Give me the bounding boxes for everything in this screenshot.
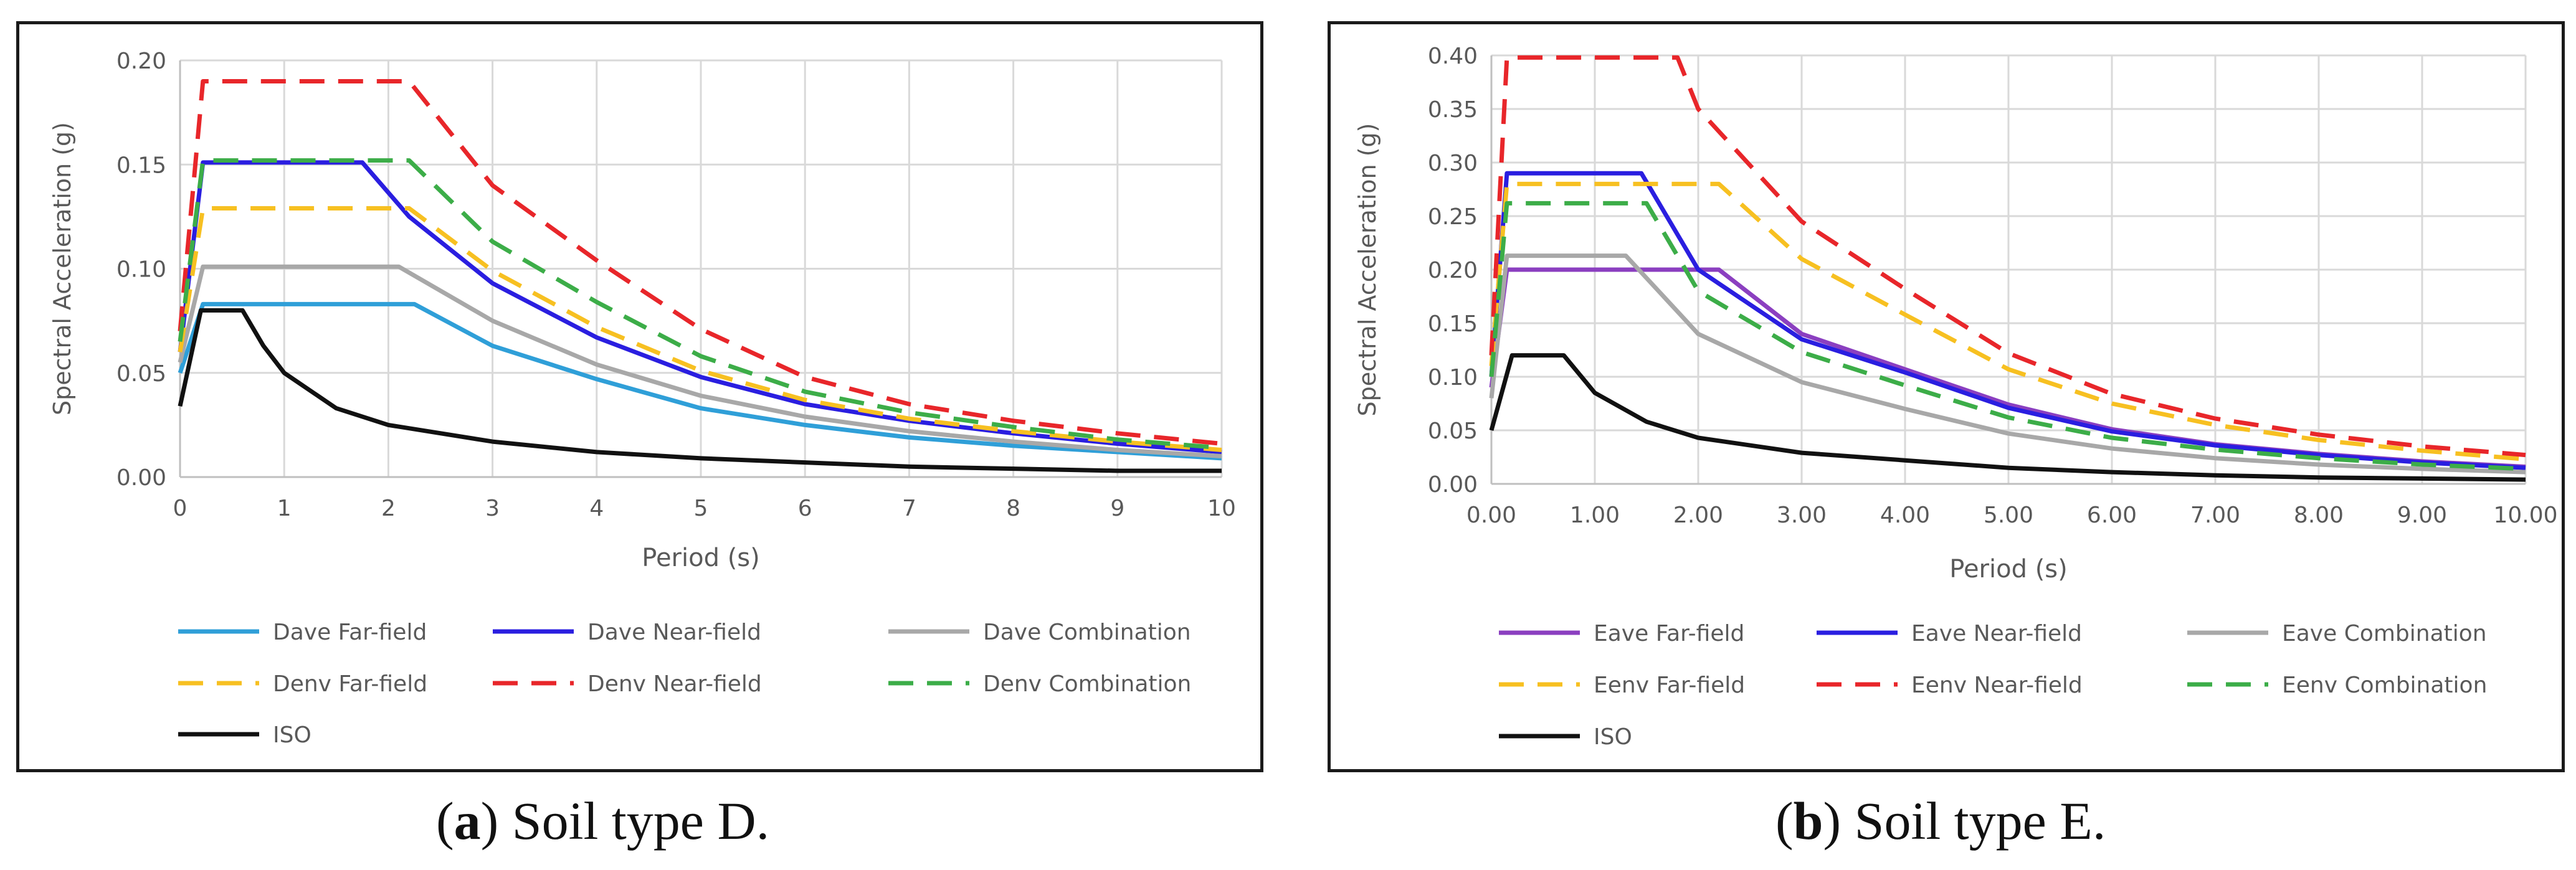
chart-a-x-tick-label: 0 xyxy=(173,496,188,521)
chart-b-x-tick-label: 10.00 xyxy=(2493,503,2557,528)
chart-a-legend-label-denv-combination: Denv Combination xyxy=(983,671,1191,697)
chart-a-x-tick-label: 3 xyxy=(485,496,500,521)
chart-a-y-tick-label: 0.10 xyxy=(116,257,166,283)
chart-b-y-tick-label: 0.30 xyxy=(1428,151,1478,176)
chart-a-legend: Dave Far-field Dave Near-field Dave Combin… xyxy=(178,620,1191,748)
chart-b-legend-label-eave-near-field: Eave Near-field xyxy=(1911,621,2082,646)
caption-a-open: ( xyxy=(436,791,454,851)
chart-b-legend-label-eenv-combination: Eenv Combination xyxy=(2282,673,2487,698)
chart-b-x-tick-label: 3.00 xyxy=(1777,503,1827,528)
caption-a-letter: a xyxy=(454,791,481,851)
chart-b-y-tick-label: 0.05 xyxy=(1428,418,1478,444)
chart-b-x-tick-label: 0.00 xyxy=(1466,503,1516,528)
caption-a: (a) Soil type D. xyxy=(436,790,769,852)
caption-b-open: ( xyxy=(1775,791,1794,851)
chart-b-legend-label-iso: ISO xyxy=(1594,724,1632,750)
chart-b-x-tick-label: 6.00 xyxy=(2087,503,2137,528)
chart-b-series-group xyxy=(1489,55,2526,482)
chart-b-y-tick-label: 0.20 xyxy=(1428,258,1478,283)
chart-b-y-tick-label: 0.25 xyxy=(1428,204,1478,230)
chart-a-svg: 0 1 2 3 4 5 6 7 8 9 10 0.00 0.05 0.10 0.15 0.20 Period (… xyxy=(49,49,1236,748)
chart-a-x-tick-label: 2 xyxy=(381,496,396,521)
chart-a-series-denv-combination xyxy=(178,158,1222,450)
chart-b-y-tick-label: 0.00 xyxy=(1428,472,1478,498)
chart-a-series-denv-far-field xyxy=(178,206,1222,452)
chart-a-legend-label-dave-combination: Dave Combination xyxy=(983,620,1191,645)
chart-b-series-eenv-combination xyxy=(1489,201,2526,471)
chart-b-legend-label-eenv-far-field: Eenv Far-field xyxy=(1594,673,1745,698)
chart-a-x-tick-label: 6 xyxy=(798,496,812,521)
chart-a-y-tick-label: 0.20 xyxy=(116,49,166,74)
chart-b-series-eave-near-field xyxy=(1489,171,2526,470)
chart-a-legend-label-iso: ISO xyxy=(273,722,311,748)
chart-b-legend-label-eenv-near-field: Eenv Near-field xyxy=(1911,673,2083,698)
chart-a-x-tick-label: 10 xyxy=(1207,496,1236,521)
chart-a-x-tick-label: 8 xyxy=(1006,496,1020,521)
chart-b-legend: Eave Far-field Eave Near-field Eave Combin… xyxy=(1499,621,2487,750)
chart-b-series-eenv-near-field xyxy=(1489,55,2526,458)
chart-b-x-tick-label: 2.00 xyxy=(1673,503,1723,528)
chart-b-y-tick-label: 0.35 xyxy=(1428,97,1478,123)
chart-a-legend-label-dave-near-field: Dave Near-field xyxy=(587,620,761,645)
caption-b: (b) Soil type E. xyxy=(1775,790,2106,852)
chart-a-x-tick-label: 4 xyxy=(589,496,604,521)
chart-a-series-denv-near-field xyxy=(178,79,1222,446)
chart-b-series-iso xyxy=(1489,353,2526,482)
chart-b-legend-label-eave-combination: Eave Combination xyxy=(2282,621,2487,646)
chart-b-x-tick-label: 7.00 xyxy=(2190,503,2240,528)
chart-b-svg: 0.00 1.00 2.00 3.00 4.00 5.00 6.00 7.00 8.00 9.00… xyxy=(1354,44,2558,750)
chart-a-y-tick-label: 0.05 xyxy=(116,361,166,387)
chart-b-x-axis-title: Period (s) xyxy=(1949,555,2068,584)
chart-a-series-group xyxy=(178,79,1222,473)
chart-a-y-tick-label: 0.15 xyxy=(116,153,166,178)
caption-b-letter: b xyxy=(1793,791,1823,851)
chart-a-x-tick-label: 7 xyxy=(902,496,916,521)
chart-a-x-tick-label: 5 xyxy=(694,496,708,521)
caption-a-text: ) Soil type D. xyxy=(480,791,770,851)
caption-b-text: ) Soil type E. xyxy=(1823,791,2106,851)
chart-a-y-axis-title: Spectral Acceleration (g) xyxy=(49,122,76,415)
chart-a-series-dave-far-field xyxy=(178,301,1222,461)
chart-b-x-tick-label: 9.00 xyxy=(2397,503,2447,528)
chart-panel-b: 0.00 1.00 2.00 3.00 4.00 5.00 6.00 7.00 8.00 9.00… xyxy=(1328,21,2565,772)
chart-a-series-iso xyxy=(178,308,1222,473)
chart-b-x-tick-label: 8.00 xyxy=(2294,503,2344,528)
chart-b-x-tick-label: 4.00 xyxy=(1880,503,1930,528)
chart-b-y-tick-label: 0.40 xyxy=(1428,44,1478,69)
chart-b-y-tick-label: 0.15 xyxy=(1428,311,1478,337)
chart-a-x-axis-title: Period (s) xyxy=(642,544,760,572)
chart-a-legend-label-denv-near-field: Denv Near-field xyxy=(587,671,762,697)
chart-b-y-axis-title: Spectral Acceleration (g) xyxy=(1354,123,1381,417)
chart-a-x-tick-label: 1 xyxy=(277,496,292,521)
chart-a-legend-label-dave-far-field: Dave Far-field xyxy=(273,620,427,645)
chart-a-x-tick-label: 9 xyxy=(1110,496,1124,521)
chart-b-x-tick-label: 5.00 xyxy=(1984,503,2033,528)
chart-a-legend-label-denv-far-field: Denv Far-field xyxy=(273,671,427,697)
chart-b-series-eenv-far-field xyxy=(1489,181,2526,461)
chart-a-y-tick-label: 0.00 xyxy=(116,465,166,491)
chart-a-series-dave-combination xyxy=(178,264,1222,458)
chart-panel-a: 0 1 2 3 4 5 6 7 8 9 10 0.00 0.05 0.10 0.15 0.20 Period (… xyxy=(16,21,1263,772)
chart-b-series-eave-combination xyxy=(1489,253,2526,475)
chart-b-y-tick-label: 0.10 xyxy=(1428,365,1478,390)
chart-b-x-tick-label: 1.00 xyxy=(1570,503,1620,528)
chart-b-legend-label-eave-far-field: Eave Far-field xyxy=(1594,621,1744,646)
